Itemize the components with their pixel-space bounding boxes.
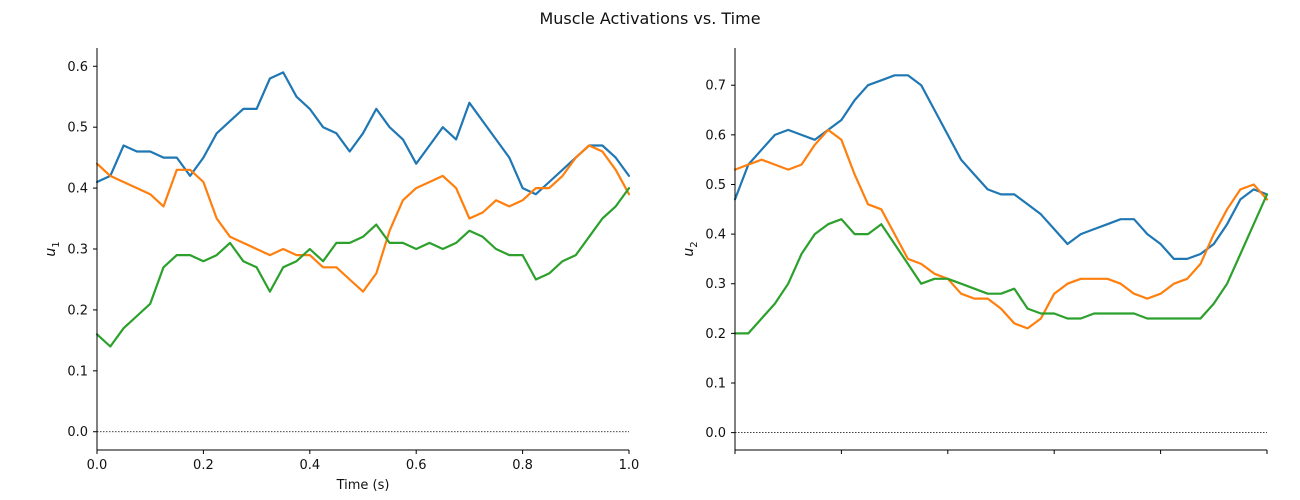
y-tick-label: 0.6 bbox=[705, 128, 726, 143]
x-tick-label: 1.0 bbox=[619, 458, 640, 473]
y-tick-label: 0.0 bbox=[67, 425, 88, 440]
series-line-3 bbox=[95, 187, 631, 348]
figure-title: Muscle Activations vs. Time bbox=[539, 9, 761, 28]
x-tick-label: 0.2 bbox=[193, 458, 214, 473]
panel-2: 0.0 0.1 0.2 0.3 0.4 0.5 0.6 0.7 u2 bbox=[681, 48, 1269, 454]
y-tick-label: 0.4 bbox=[705, 228, 726, 243]
y-tick-label: 0.1 bbox=[705, 377, 726, 392]
x-tick-label: 0.0 bbox=[87, 458, 108, 473]
series-line-2 bbox=[733, 128, 1269, 330]
x-tick-label: 0.6 bbox=[406, 458, 427, 473]
y-tick-label: 0.3 bbox=[705, 277, 726, 292]
x-axis-label: Time (s) bbox=[336, 478, 390, 493]
x-tick-label: 0.8 bbox=[512, 458, 533, 473]
y-tick-label: 0.6 bbox=[67, 60, 88, 75]
y-tick-label: 0.2 bbox=[705, 327, 726, 342]
y-tick-label: 0.5 bbox=[67, 121, 88, 136]
y-tick-label: 0.2 bbox=[67, 303, 88, 318]
series-line-1 bbox=[95, 71, 631, 196]
series-line-2 bbox=[95, 144, 631, 293]
panel-1: 0.0 0.2 0.4 0.6 0.8 1.0 0.0 0.1 0.2 0.3 0.4 0.5 0.6 T… bbox=[43, 48, 639, 493]
y-axis-label: u1 bbox=[43, 241, 62, 256]
y-tick-label: 0.7 bbox=[705, 79, 726, 94]
y-tick-label: 0.5 bbox=[705, 178, 726, 193]
y-tick-label: 0.0 bbox=[705, 426, 726, 441]
y-axis-label: u2 bbox=[681, 241, 700, 256]
y-tick-label: 0.3 bbox=[67, 243, 88, 258]
series-line-3 bbox=[733, 193, 1269, 335]
y-tick-label: 0.1 bbox=[67, 364, 88, 379]
y-tick-label: 0.4 bbox=[67, 182, 88, 197]
series-line-1 bbox=[733, 74, 1269, 260]
x-tick-label: 0.4 bbox=[299, 458, 320, 473]
